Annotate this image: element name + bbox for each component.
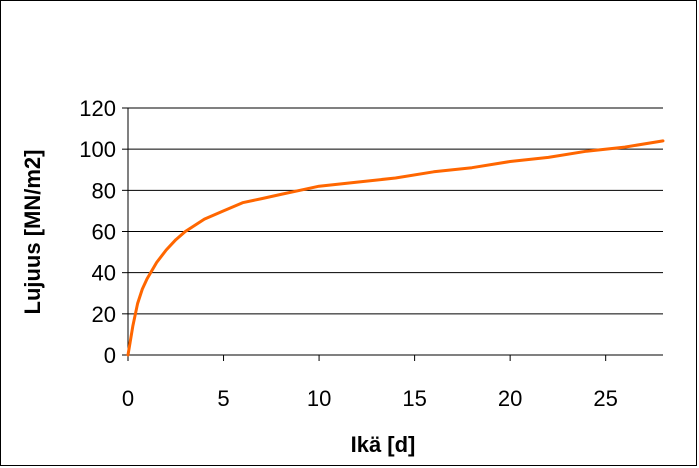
x-tick-label-20: 20 bbox=[498, 386, 522, 411]
x-tick-label-10: 10 bbox=[307, 386, 331, 411]
y-axis-title: Lujuus [MN/m2] bbox=[20, 150, 45, 315]
y-tick-label-20: 20 bbox=[92, 302, 116, 327]
axes bbox=[122, 107, 663, 361]
y-tick-label-100: 100 bbox=[79, 137, 116, 162]
y-tick-label-80: 80 bbox=[92, 178, 116, 203]
y-tick-label-60: 60 bbox=[92, 220, 116, 245]
y-tick-label-40: 40 bbox=[92, 261, 116, 286]
y-tick-label-120: 120 bbox=[79, 96, 116, 121]
y-tick-labels: 0 20 40 60 80 100 120 bbox=[79, 96, 116, 368]
x-axis-title: Ikä [d] bbox=[351, 432, 416, 457]
y-tick-label-0: 0 bbox=[104, 343, 116, 368]
x-tick-label-5: 5 bbox=[217, 386, 229, 411]
grid-lines bbox=[128, 107, 663, 315]
series-layer bbox=[126, 139, 665, 357]
x-tick-labels: 0 5 10 15 20 25 bbox=[122, 386, 618, 411]
series-line-0 bbox=[126, 139, 665, 357]
x-tick-label-25: 25 bbox=[593, 386, 617, 411]
x-tick-label-15: 15 bbox=[402, 386, 426, 411]
x-tick-label-0: 0 bbox=[122, 386, 134, 411]
